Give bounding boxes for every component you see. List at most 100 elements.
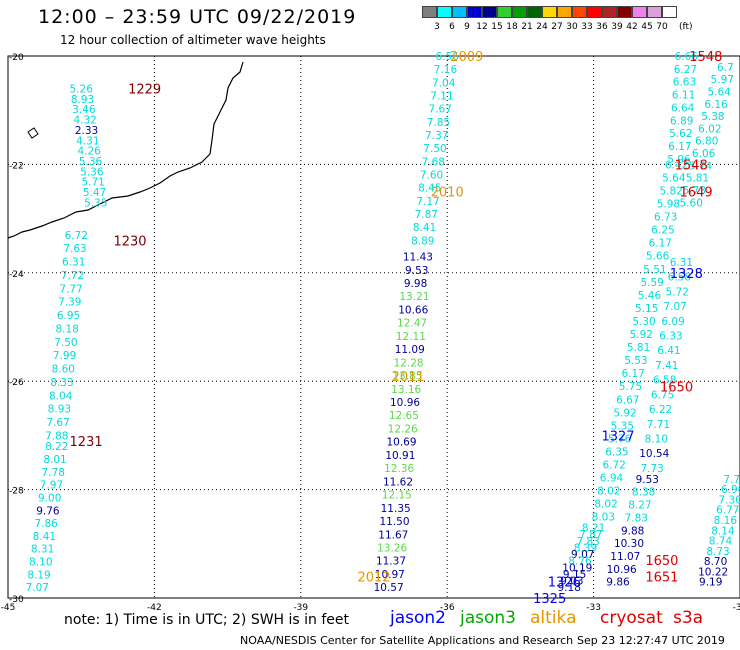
pass-time-label: 1230 — [113, 234, 146, 249]
wave-height-label: 10.96 — [390, 397, 420, 409]
color-swatch — [662, 6, 677, 18]
color-scale-label: 45 — [641, 22, 653, 32]
wave-height-label: 7.39 — [58, 297, 81, 309]
wave-height-label: 6.17 — [649, 238, 672, 250]
wave-height-label: 7.71 — [647, 419, 670, 431]
x-tick-label: -36 — [440, 603, 455, 613]
pass-time-label: 1328 — [670, 267, 703, 282]
wave-height-label: 10.69 — [386, 437, 416, 449]
legend-s3a: s3a — [673, 608, 704, 628]
wave-height-label: 8.76 — [568, 556, 592, 568]
wave-height-label: 9.07 — [571, 549, 594, 561]
wave-height-label: 6.35 — [605, 446, 628, 458]
wave-height-label: 7.07 — [663, 301, 686, 313]
wave-height-label: 7.83 — [576, 536, 599, 548]
wave-height-label: 8.60 — [52, 364, 75, 376]
color-swatch — [482, 6, 497, 18]
color-swatch — [647, 6, 662, 18]
pass-time-label: 2010 — [431, 186, 464, 201]
wave-height-label: 5.66 — [646, 251, 670, 263]
pass-time-label: 1548 — [675, 158, 708, 173]
color-swatch — [587, 6, 602, 18]
wave-height-label: 9.53 — [636, 474, 659, 486]
wave-height-label: 13.85 — [392, 371, 422, 383]
wave-height-label: 6.09 — [661, 316, 684, 328]
wave-height-label: 6.63 — [673, 77, 696, 89]
wave-height-label: 8.27 — [628, 500, 651, 512]
wave-height-label: 8.16 — [714, 515, 738, 527]
wave-height-label: 6.17 — [621, 368, 644, 380]
wave-height-label: 12.47 — [397, 318, 427, 330]
wave-height-label: 8.14 — [711, 525, 735, 537]
color-scale-label: 15 — [491, 22, 503, 32]
wave-height-label: 7.73 — [640, 463, 663, 475]
wave-height-label: 13.26 — [377, 542, 407, 554]
wave-height-label: 5.46 — [638, 290, 662, 302]
wave-height-label: 11.43 — [403, 252, 433, 264]
wave-height-label: 12.28 — [394, 357, 424, 369]
pass-time-label: 1325 — [533, 592, 566, 607]
legend-altika: altika — [530, 608, 577, 628]
wave-height-label: 10.54 — [639, 448, 669, 460]
wave-height-label: 7.67 — [429, 104, 452, 116]
color-swatch — [512, 6, 527, 18]
wave-height-label: 6.80 — [695, 136, 718, 148]
color-scale-label: 27 — [551, 22, 563, 32]
pass-time-label: 1650 — [645, 554, 678, 569]
wave-height-label: 7.30 — [719, 494, 740, 506]
wave-height-label: 8.02 — [594, 499, 617, 511]
wave-height-label: 5.15 — [635, 303, 658, 315]
wave-height-label: 13.21 — [399, 291, 429, 303]
wave-height-label: 5.98 — [657, 199, 680, 211]
wave-height-label: 7.60 — [420, 169, 443, 181]
wave-height-label: 8.10 — [645, 433, 668, 445]
wave-height-label: 5.30 — [632, 316, 655, 328]
wave-height-label: 13.16 — [391, 384, 421, 396]
color-scale-label: 30 — [566, 22, 578, 32]
wave-height-label: 8.45 — [418, 183, 441, 195]
color-scale-unit: (ft) — [679, 22, 693, 32]
color-swatch — [467, 6, 482, 18]
wave-height-label: 11.37 — [376, 556, 406, 568]
x-tick-label: -39 — [293, 603, 308, 613]
wave-height-label: 9.76 — [36, 505, 60, 517]
color-swatch — [557, 6, 572, 18]
wave-height-label: 10.66 — [398, 304, 428, 316]
wave-height-label: 8.70 — [704, 556, 727, 568]
wave-height-label: 6.22 — [649, 404, 672, 416]
color-swatch — [572, 6, 587, 18]
color-scale-label: 39 — [611, 22, 623, 32]
wave-height-label: 5.92 — [630, 329, 653, 341]
pass-time-label: 1651 — [645, 570, 678, 585]
wave-height-label: 6.89 — [670, 115, 693, 127]
credit-text: NOAA/NESDIS Center for Satellite Applica… — [240, 634, 574, 647]
wave-height-label: 2.33 — [75, 125, 98, 137]
x-tick-label: -45 — [1, 603, 16, 613]
pass-time-label: 1326 — [548, 576, 581, 591]
wave-height-label: 7.37 — [425, 130, 448, 142]
wave-height-label: 8.33 — [50, 377, 73, 389]
wave-height-label: 9.15 — [563, 569, 586, 581]
color-swatch — [602, 6, 617, 18]
wave-height-label: 7.83 — [625, 512, 648, 524]
wave-height-label: 7.50 — [423, 143, 446, 155]
pass-time-label: 2009 — [450, 50, 483, 65]
x-tick-label: -30 — [733, 603, 740, 613]
wave-height-label: 10.91 — [385, 450, 415, 462]
wave-height-label: 5.60 — [680, 197, 703, 209]
y-tick-label: -30 — [9, 595, 24, 605]
wave-height-label: 6.73 — [654, 212, 677, 224]
wave-height-label: 7.07 — [26, 582, 49, 594]
wave-height-label: 7.78 — [42, 467, 65, 479]
wave-height-label: 8.41 — [413, 222, 436, 234]
wave-height-label: 7.87 — [579, 529, 602, 541]
legend-jason2: jason2 — [390, 608, 446, 628]
wave-height-label: 11.67 — [378, 529, 408, 541]
color-swatch — [497, 6, 512, 18]
wave-height-label: 8.22 — [45, 441, 68, 453]
wave-height-label: 8.04 — [49, 390, 73, 402]
wave-height-label: 6.75 — [651, 389, 674, 401]
chart-subtitle: 12 hour collection of altimeter wave hei… — [60, 33, 326, 47]
wave-height-label: 12.11 — [396, 331, 426, 343]
wave-height-label: 7.85 — [427, 117, 450, 129]
